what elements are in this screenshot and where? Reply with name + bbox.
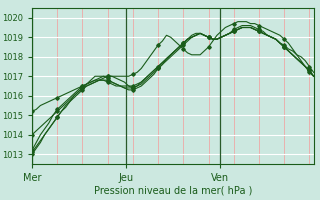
X-axis label: Pression niveau de la mer( hPa ): Pression niveau de la mer( hPa ) xyxy=(94,186,252,196)
